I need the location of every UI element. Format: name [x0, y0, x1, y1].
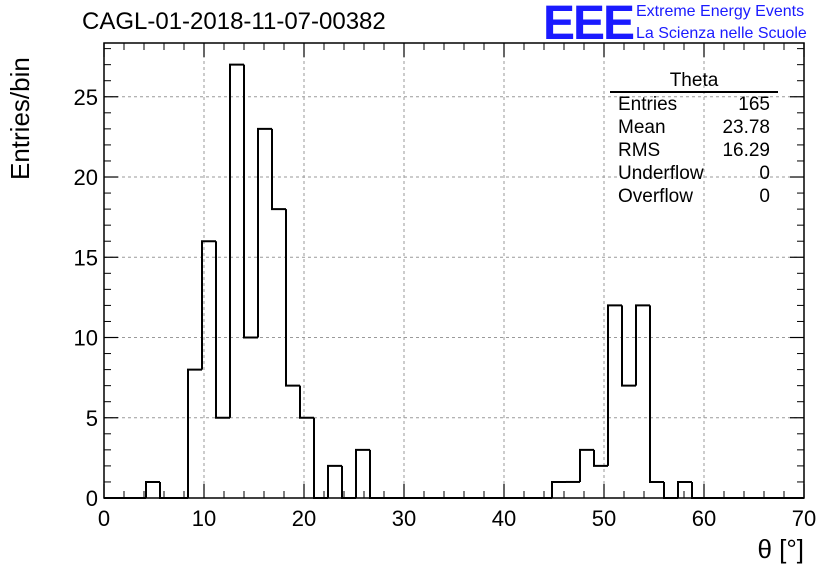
x-tick-label: 50	[592, 506, 616, 531]
y-tick-label: 15	[74, 245, 98, 270]
stats-value: 0	[759, 163, 770, 184]
stats-row-underflow: Underflow 0	[610, 162, 778, 185]
x-axis-label: θ [°]	[757, 534, 804, 564]
x-tick-label: 30	[392, 506, 416, 531]
logo-line-2: La Scienza nelle Scuole	[636, 25, 807, 42]
y-tick-label: 5	[86, 406, 98, 431]
x-tick-label: 70	[792, 506, 816, 531]
histogram-bin	[635, 304, 650, 386]
eee-logo: EEE	[543, 0, 635, 50]
stats-value: 165	[738, 94, 770, 115]
histogram-bin	[677, 480, 692, 498]
stats-value: 16.29	[722, 140, 770, 161]
run-title: CAGL-01-2018-11-07-00382	[82, 8, 386, 35]
stats-row-rms: RMS 16.29	[610, 139, 778, 162]
stats-label: RMS	[618, 140, 661, 161]
histogram-bin	[327, 464, 342, 498]
x-tick-label: 10	[192, 506, 216, 531]
y-tick-label: 0	[86, 486, 98, 511]
stats-row-mean: Mean 23.78	[610, 116, 778, 139]
y-tick-label: 20	[74, 165, 98, 190]
histogram-bin	[551, 480, 566, 498]
histogram-bin	[201, 240, 216, 370]
x-tick-label: 60	[692, 506, 716, 531]
stats-label: Overflow	[618, 186, 693, 207]
histogram-bin	[579, 448, 594, 482]
stats-row-entries: Entries 165	[610, 93, 778, 116]
x-tick-label: 40	[492, 506, 516, 531]
stats-label: Underflow	[618, 163, 704, 184]
y-axis-label: Entries/bin	[5, 57, 35, 180]
histogram-bin	[187, 368, 202, 498]
histogram-bin	[369, 449, 384, 499]
stats-value: 0	[759, 186, 770, 207]
histogram-bin	[243, 64, 258, 339]
histogram-bin	[313, 417, 328, 499]
histogram-bin	[355, 448, 370, 498]
y-tick-label: 10	[74, 326, 98, 351]
stats-row-overflow: Overflow 0	[610, 185, 778, 208]
stats-label: Entries	[618, 94, 678, 115]
stats-box: Theta Entries 165 Mean 23.78 RMS 16.29 U…	[610, 70, 778, 208]
histogram-bin	[663, 481, 678, 499]
histogram-bin	[607, 304, 622, 466]
histogram-bin	[649, 305, 664, 483]
histogram-bin	[593, 449, 608, 467]
stats-title: Theta	[610, 70, 778, 93]
x-tick-label: 20	[292, 506, 316, 531]
histogram-bin	[285, 209, 300, 387]
histogram-bin	[271, 128, 286, 211]
histogram-bin	[257, 127, 272, 338]
histogram-bin	[145, 480, 160, 498]
histogram-bin	[299, 385, 314, 419]
stats-label: Mean	[618, 117, 666, 138]
histogram-bin	[621, 305, 636, 387]
y-tick-label: 25	[74, 85, 98, 110]
stats-value: 23.78	[722, 117, 770, 138]
histogram-bin	[159, 481, 174, 499]
histogram-bin	[229, 63, 244, 418]
logo-line-1: Extreme Energy Events	[636, 3, 805, 20]
plot-frame	[103, 42, 805, 499]
histogram-bin	[215, 241, 230, 419]
x-tick-label: 0	[98, 506, 110, 531]
